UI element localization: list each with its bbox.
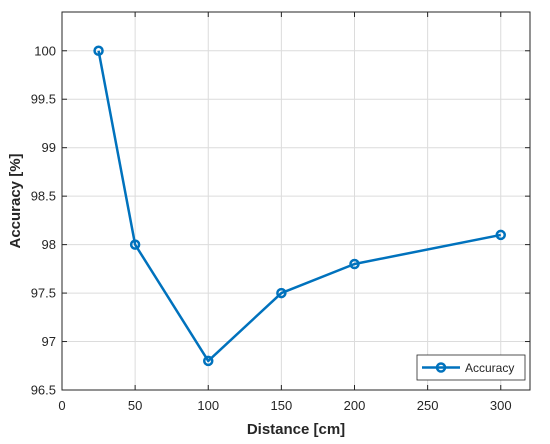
x-tick-label: 100 [197, 398, 219, 413]
series-line-accuracy [97, 50, 501, 363]
y-axis-label: Accuracy [%] [7, 153, 24, 248]
series-group [93, 45, 506, 367]
x-tick-label: 150 [271, 398, 293, 413]
x-tick-label: 300 [490, 398, 512, 413]
y-tick-label: 97.5 [31, 286, 56, 301]
data-point [203, 355, 214, 367]
y-tick-label: 98.5 [31, 189, 56, 204]
data-point [276, 287, 287, 299]
y-axis-ticks: 96.5 97 97.5 98 98.5 99 99.5 100 [31, 43, 530, 398]
y-tick-label: 97 [42, 334, 56, 349]
plot-area [62, 12, 530, 390]
y-tick-label: 96.5 [31, 383, 56, 398]
data-point [129, 239, 141, 250]
data-point [495, 229, 506, 241]
x-tick-label: 200 [344, 398, 366, 413]
x-tick-label: 250 [417, 398, 439, 413]
legend: Accuracy [416, 354, 526, 381]
y-tick-label: 98 [42, 237, 56, 252]
y-tick-label: 99 [42, 140, 56, 155]
legend-marker-swatch [435, 362, 447, 373]
x-tick-label: 50 [128, 398, 142, 413]
plot-frame [61, 11, 531, 391]
data-point [93, 45, 104, 57]
x-axis-label: Distance [cm] [247, 421, 345, 438]
y-tick-label: 99.5 [31, 92, 56, 107]
x-axis-ticks: 0 50 100 150 200 250 300 [58, 12, 512, 413]
legend-label-accuracy: Accuracy [465, 361, 514, 375]
x-tick-label: 0 [58, 398, 65, 413]
y-tick-label: 100 [34, 43, 56, 58]
data-point [349, 258, 360, 270]
